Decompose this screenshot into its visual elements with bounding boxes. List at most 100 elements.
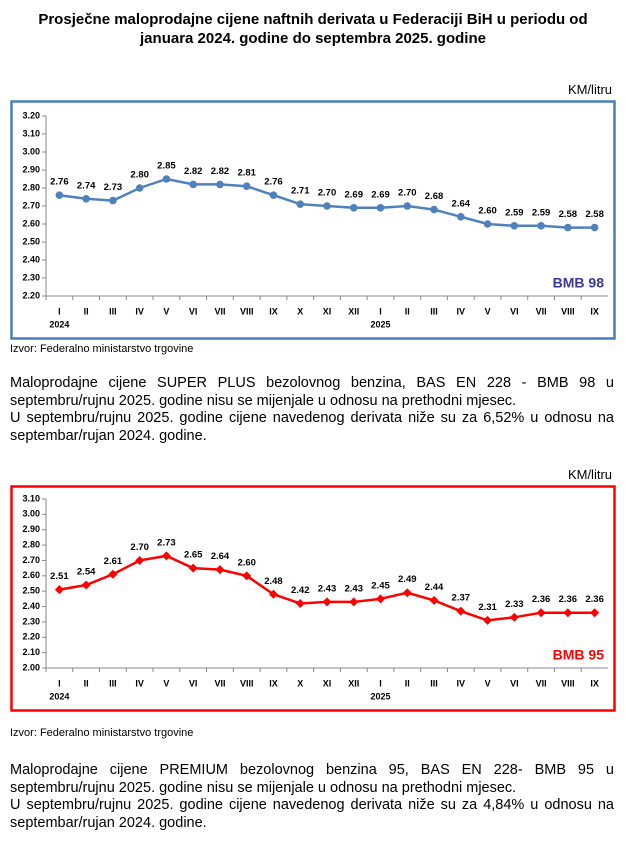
data-label: 2.76 [264, 177, 283, 188]
marker [483, 220, 492, 228]
year-label: 2025 [371, 319, 391, 329]
chart-border [10, 485, 616, 712]
data-label: 2.65 [184, 550, 203, 561]
marker [82, 195, 90, 203]
y-tick-label: 2.30 [22, 616, 40, 626]
data-label: 2.69 [345, 189, 364, 200]
y-tick-label: 2.50 [22, 236, 40, 246]
x-tick-label: I [58, 306, 61, 316]
data-label: 2.74 [77, 180, 96, 191]
data-label: 2.80 [130, 170, 149, 181]
y-tick-label: 2.10 [22, 647, 40, 657]
chart-border [10, 100, 616, 340]
data-label: 2.45 [371, 580, 390, 591]
data-label: 2.61 [104, 556, 123, 567]
y-tick-label: 2.90 [22, 524, 40, 534]
x-tick-label: IV [135, 306, 144, 316]
marker [161, 551, 171, 561]
x-tick-label: VI [189, 306, 198, 316]
marker [429, 595, 439, 605]
data-label: 2.36 [585, 594, 604, 605]
x-tick-label: VIII [240, 306, 254, 316]
marker [322, 597, 332, 607]
x-tick-label: X [297, 678, 303, 688]
marker [509, 612, 519, 622]
y-tick-label: 2.80 [22, 539, 40, 549]
x-tick-label: IX [590, 306, 599, 316]
y-tick-label: 2.20 [22, 632, 40, 642]
marker [55, 191, 64, 199]
marker [349, 204, 358, 212]
x-tick-label: IX [269, 306, 278, 316]
y-tick-label: 2.40 [22, 254, 40, 264]
x-tick-label: V [485, 306, 491, 316]
marker [403, 202, 412, 210]
marker [81, 580, 91, 590]
marker [510, 222, 519, 230]
data-label: 2.33 [505, 599, 524, 610]
data-label: 2.70 [398, 188, 417, 199]
marker [242, 182, 251, 190]
chart: 2.00 2.10 2.20 2.30 2.40 2.50 2.60 2.70 2.80 2.90… [10, 485, 616, 712]
data-label: 2.42 [291, 585, 310, 596]
marker [323, 202, 331, 210]
marker [590, 223, 599, 232]
legend-label: BMB 98 [553, 275, 605, 291]
x-tick-label: I [379, 678, 382, 688]
data-label: 2.68 [425, 191, 444, 202]
data-label: 2.64 [452, 198, 471, 209]
x-tick-label: VII [214, 306, 225, 316]
data-label: 2.76 [50, 177, 69, 188]
source: Izvor: Federalno ministarstvo trgovine [10, 343, 194, 355]
year-label: 2025 [371, 691, 391, 701]
marker [216, 180, 224, 189]
data-label: 2.58 [585, 209, 604, 220]
x-tick-label: II [405, 678, 410, 688]
marker [268, 589, 278, 599]
data-label: 2.85 [157, 161, 176, 172]
year-label: 2024 [49, 319, 69, 329]
data-label: 2.43 [318, 583, 337, 594]
x-tick-label: VIII [240, 678, 254, 688]
data-label: 2.82 [184, 166, 203, 177]
y-tick-label: 3.00 [22, 509, 40, 519]
data-label: 2.37 [452, 593, 471, 604]
x-tick-label: X [297, 306, 303, 316]
marker [215, 565, 225, 575]
marker [564, 223, 572, 232]
x-tick-label: VIII [561, 678, 575, 688]
y-tick-label: 2.80 [22, 182, 40, 192]
y-tick-label: 2.60 [22, 218, 40, 228]
text-line: Maloprodajne cijene SUPER PLUS bezolovno… [10, 375, 614, 409]
y-tick-label: 2.70 [22, 200, 40, 210]
data-label: 2.59 [532, 207, 551, 218]
data-label: 2.59 [505, 207, 524, 218]
x-tick-label: VI [510, 306, 519, 316]
x-tick-label: V [163, 306, 169, 316]
marker [242, 571, 252, 581]
marker [430, 205, 438, 214]
data-label: 2.71 [291, 186, 310, 197]
marker [402, 588, 412, 598]
data-label: 2.70 [130, 542, 149, 553]
y-tick-label: 2.30 [22, 272, 40, 282]
marker [456, 606, 466, 616]
unit-label: KM/litru [567, 82, 612, 97]
y-tick-label: 2.70 [22, 555, 40, 565]
marker [536, 608, 546, 618]
marker [295, 598, 305, 608]
x-tick-label: III [430, 306, 438, 316]
paragraph: Maloprodajne cijene PREMIUM bezolovnog b… [10, 762, 614, 832]
x-tick-label: XII [348, 678, 359, 688]
data-label: 2.31 [478, 602, 497, 613]
data-label: 2.60 [478, 206, 497, 217]
x-tick-label: V [163, 678, 169, 688]
marker [108, 569, 118, 579]
marker [349, 597, 359, 607]
marker [135, 555, 145, 565]
data-label: 2.49 [398, 574, 417, 585]
data-label: 2.69 [371, 189, 390, 200]
x-tick-label: IV [457, 678, 466, 688]
data-label: 2.73 [157, 537, 176, 548]
marker [296, 200, 305, 208]
